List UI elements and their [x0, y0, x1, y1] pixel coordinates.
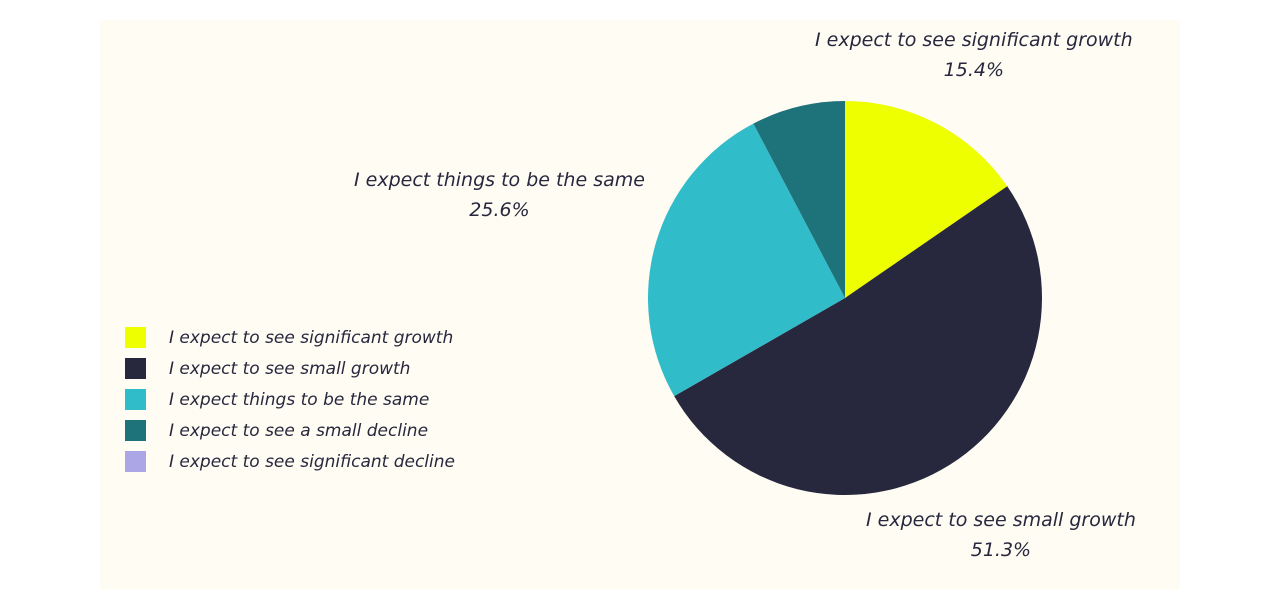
legend-item[interactable]: I expect things to be the same	[125, 384, 455, 415]
legend-item[interactable]: I expect to see significant growth	[125, 322, 455, 353]
slice-label-name: I expect to see significant growth	[815, 29, 1133, 51]
slice-label-percent: 15.4%	[943, 59, 1005, 81]
pie-slice-1[interactable]	[674, 186, 1043, 496]
legend-label: I expect to see significant decline	[169, 451, 455, 472]
legend-label: I expect things to be the same	[169, 389, 430, 410]
legend-label: I expect to see small growth	[169, 358, 411, 379]
legend-item[interactable]: I expect to see significant decline	[125, 446, 455, 477]
slice-label-small-growth: I expect to see small growth 51.3%	[866, 505, 1136, 565]
chart-legend: I expect to see significant growth I exp…	[125, 322, 455, 477]
slice-label-same: I expect things to be the same 25.6%	[354, 165, 645, 225]
slice-label-name: I expect things to be the same	[354, 169, 645, 191]
pie-slice-2[interactable]	[648, 123, 845, 397]
slice-label-significant-growth: I expect to see significant growth 15.4%	[815, 25, 1133, 85]
legend-label: I expect to see significant growth	[169, 327, 454, 348]
legend-label: I expect to see a small decline	[169, 420, 429, 441]
legend-swatch	[125, 420, 146, 441]
legend-item[interactable]: I expect to see a small decline	[125, 415, 455, 446]
slice-label-name: I expect to see small growth	[866, 509, 1136, 531]
slice-label-percent: 25.6%	[469, 199, 530, 221]
legend-swatch	[125, 389, 146, 410]
legend-swatch	[125, 451, 146, 472]
legend-item[interactable]: I expect to see small growth	[125, 353, 455, 384]
slice-label-percent: 51.3%	[970, 539, 1032, 561]
pie-slice-0[interactable]	[845, 101, 1008, 298]
legend-swatch	[125, 358, 146, 379]
legend-swatch	[125, 327, 146, 348]
pie-slice-3[interactable]	[753, 101, 845, 298]
